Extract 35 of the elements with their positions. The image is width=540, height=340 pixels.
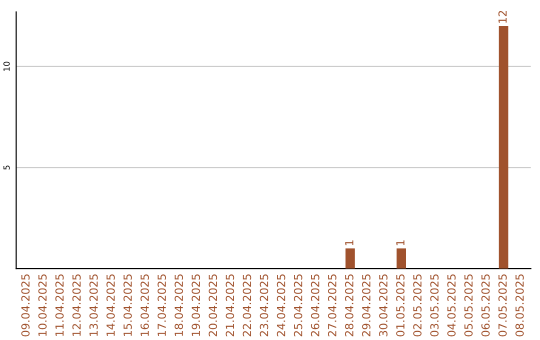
x-tick-label: 08.05.2025 — [515, 274, 524, 336]
x-tick-label: 04.05.2025 — [447, 274, 456, 336]
x-tick-label: 17.04.2025 — [158, 274, 166, 336]
x-tick-label: 19.04.2025 — [192, 274, 200, 336]
x-tick-label: 03.05.2025 — [430, 274, 439, 336]
x-tick-label: 01.05.2025 — [396, 274, 405, 336]
x-tick-label: 09.04.2025 — [21, 274, 30, 336]
x-tick-label: 11.04.2025 — [55, 274, 64, 336]
data-label: 1 — [396, 240, 404, 246]
x-tick-label: 23.04.2025 — [260, 274, 268, 336]
x-tick-label: 10.04.2025 — [38, 274, 47, 336]
x-tick-label: 12.04.2025 — [72, 274, 81, 336]
data-label: 1 — [345, 240, 354, 246]
x-tick-label: 13.04.2025 — [89, 274, 98, 336]
data-label: 12 — [498, 11, 507, 23]
x-tick-label: 29.04.2025 — [362, 274, 370, 336]
x-tick-label: 25.04.2025 — [294, 274, 302, 336]
x-tick-label: 24.04.2025 — [276, 274, 286, 336]
x-tick-label: 15.04.2025 — [123, 274, 132, 336]
x-tick-label: 27.04.2025 — [328, 274, 336, 336]
x-tick-label: 18.04.2025 — [174, 274, 184, 336]
x-tick-label: 05.05.2025 — [464, 274, 473, 336]
x-tick-label: 30.04.2025 — [379, 274, 388, 336]
x-tick-label: 06.05.2025 — [481, 274, 490, 336]
x-tick-label: 26.04.2025 — [310, 274, 320, 336]
y-tick-label: 10 — [3, 62, 10, 71]
x-tick-label: 22.04.2025 — [242, 274, 252, 336]
x-tick-label: 16.04.2025 — [140, 274, 149, 336]
x-tick-label: 21.04.2025 — [226, 274, 234, 336]
x-tick-label: 28.04.2025 — [345, 274, 354, 336]
x-tick-label: 14.04.2025 — [106, 274, 115, 336]
x-tick-label: 07.05.2025 — [498, 274, 507, 336]
y-tick-label: 5 — [4, 166, 10, 170]
x-tick-label: 20.04.2025 — [208, 274, 218, 336]
x-tick-label: 02.05.2025 — [413, 274, 422, 336]
